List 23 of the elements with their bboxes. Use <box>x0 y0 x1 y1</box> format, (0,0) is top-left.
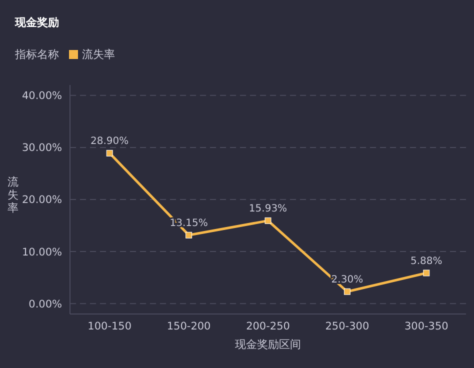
point <box>264 217 272 224</box>
legend-label: 流失率 <box>81 47 115 62</box>
point <box>344 288 350 295</box>
x-tick-label: 250-300 <box>325 320 370 332</box>
data-label: 5.88% <box>410 256 442 267</box>
y-axis-title: 流失率 <box>8 176 18 214</box>
data-label: 15.93% <box>248 204 288 215</box>
y-tick-label: 40.00% <box>22 90 62 102</box>
point <box>106 150 113 156</box>
y-tick-label: 10.00% <box>22 246 62 258</box>
x-tick-label: 300-350 <box>404 320 448 332</box>
legend-title: 指标名称 <box>15 47 59 62</box>
data-label: 28.90% <box>90 136 129 148</box>
chart-title: 现金奖励 <box>15 15 59 30</box>
x-tick-label: 150-200 <box>166 320 211 332</box>
x-tick-label: 100-150 <box>88 320 132 332</box>
point <box>186 232 192 238</box>
x-axis-title: 现金奖励区间 <box>235 338 301 351</box>
y-tick-label: 20.00% <box>22 194 62 206</box>
y-tick-label: 30.00% <box>22 142 62 154</box>
point <box>423 270 430 276</box>
y-tick-label: 0.00% <box>28 298 62 310</box>
x-tick-label: 200-250 <box>246 320 290 332</box>
